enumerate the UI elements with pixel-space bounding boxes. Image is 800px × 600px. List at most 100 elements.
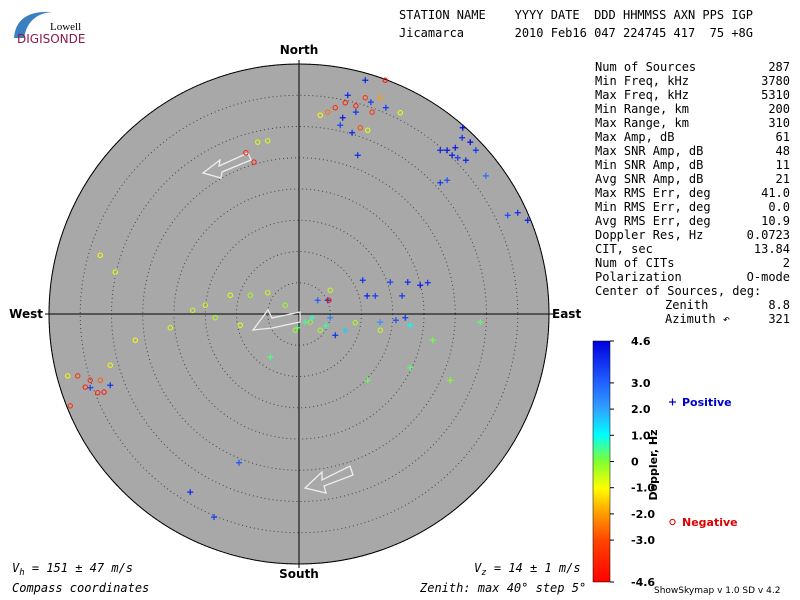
colorbar-tick-label: -2.0: [631, 508, 655, 521]
source-positive: [437, 147, 444, 154]
source-negative: [362, 95, 368, 101]
plot: North South West East: [9, 43, 581, 581]
source-negative: [292, 327, 298, 333]
stat-label: Max Range, km: [595, 116, 689, 130]
source-positive: [404, 279, 411, 286]
version: ShowSkymap v 1.0 SD v 4.2: [654, 586, 780, 596]
stat-value: 13.84: [754, 242, 790, 256]
source-negative: [325, 109, 331, 115]
source-positive: [482, 172, 489, 179]
source-positive: [309, 314, 316, 321]
source-positive: [467, 139, 474, 146]
source-positive: [387, 279, 394, 286]
source-positive: [444, 147, 451, 154]
stat-label: Avg SNR Amp, dB: [595, 172, 703, 186]
legend-label: Positive: [682, 396, 732, 409]
stat-label: Min SNR Amp, dB: [595, 158, 703, 172]
source-positive: [337, 122, 344, 129]
stat-value: 41.0: [761, 186, 790, 200]
source-negative: [95, 390, 101, 396]
source-positive: [236, 459, 242, 466]
colorbar-tick-label: -3.0: [631, 534, 655, 547]
source-negative: [212, 315, 218, 321]
direction-label: South: [279, 567, 319, 581]
source-positive: [107, 382, 114, 389]
source-positive: [354, 152, 361, 159]
drift-arrow: [201, 152, 252, 179]
stat-value: 287: [768, 60, 790, 74]
source-negative: [243, 150, 249, 156]
source-negative: [377, 95, 383, 101]
vz-v: V: [474, 561, 482, 575]
stat-label: CIT, sec: [595, 242, 653, 256]
vh-rest: = 151 ± 47 m/s: [25, 561, 133, 575]
source-negative: [307, 319, 313, 325]
legend-label: Negative: [682, 516, 738, 529]
source-positive: [211, 514, 217, 521]
source-positive: [452, 144, 459, 151]
stat-value: 310: [768, 116, 790, 130]
source-positive: [454, 154, 461, 161]
source-negative: [317, 112, 323, 118]
source-positive: [267, 354, 274, 361]
source-positive: [477, 319, 484, 326]
source-positive: [437, 179, 444, 186]
colorbar-tick-label: 0: [631, 456, 639, 469]
stat-value: 21: [776, 172, 790, 186]
logo: Lowell DIGISONDE: [14, 11, 85, 46]
source-positive: [332, 332, 339, 339]
source-negative: [326, 297, 332, 303]
legend-marker: [669, 518, 676, 526]
source-positive: [407, 322, 414, 329]
source-negative: [352, 320, 358, 326]
stat-label: Max Amp, dB: [595, 130, 674, 144]
source-negative: [112, 269, 118, 275]
source-positive: [367, 99, 374, 106]
source-positive: [399, 292, 406, 299]
source-positive: [87, 384, 94, 391]
stat-value: 3780: [761, 74, 790, 88]
stat-label: Num of Sources: [595, 60, 696, 74]
stat-value: 0.0: [768, 200, 790, 214]
colorbar-tick-label: 1.0: [631, 429, 651, 442]
colorbar-tick-label: 4.6: [631, 335, 651, 348]
stat-label: Polarization: [595, 270, 682, 284]
colorbar-tick-label: 3.0: [631, 377, 651, 390]
source-negative: [282, 302, 288, 308]
source-negative: [247, 292, 253, 298]
zenith-note: Zenith: max 40° step 5°: [419, 581, 586, 595]
source-negative: [317, 327, 323, 333]
source-positive: [504, 212, 511, 219]
logo-swoosh: [14, 11, 52, 38]
vz: Vz = 14 ± 1 m/s: [474, 561, 581, 578]
center-value: 321: [768, 312, 790, 326]
header-labels: STATION NAME YYYY DATE DDD HHMMSS AXN PP…: [399, 8, 753, 22]
source-negative: [265, 138, 271, 144]
source-negative: [397, 110, 403, 116]
source-positive: [322, 322, 329, 329]
source-negative: [251, 159, 257, 165]
source-negative: [342, 100, 348, 106]
colorbar-tick-label: -4.6: [631, 576, 655, 589]
source-positive: [424, 279, 431, 286]
stats-table: Num of Sources 287 Min Freq, kHz 3780 Max Fr…: [595, 60, 790, 326]
drift-arrow: [251, 308, 301, 331]
footer: Vh = 151 ± 47 m/s Vz = 14 ± 1 m/s Compas…: [12, 561, 780, 596]
center-title: Center of Sources, deg:: [595, 284, 761, 298]
source-positive: [364, 377, 371, 384]
source-negative: [97, 252, 103, 258]
source-negative: [357, 125, 363, 131]
colorbar-tick-label: -1.0: [631, 482, 655, 495]
source-positive: [377, 319, 384, 326]
legend-marker: [669, 398, 676, 406]
stat-label: Avg RMS Err, deg: [595, 214, 711, 228]
source-negative: [377, 327, 383, 333]
source-positive: [327, 314, 334, 321]
vz-rest: = 14 ± 1 m/s: [487, 561, 581, 575]
source-negative: [167, 325, 173, 331]
stat-value: 10.9: [761, 214, 790, 228]
center-label: Azimuth ↶: [665, 312, 730, 326]
source-positive: [524, 217, 531, 224]
